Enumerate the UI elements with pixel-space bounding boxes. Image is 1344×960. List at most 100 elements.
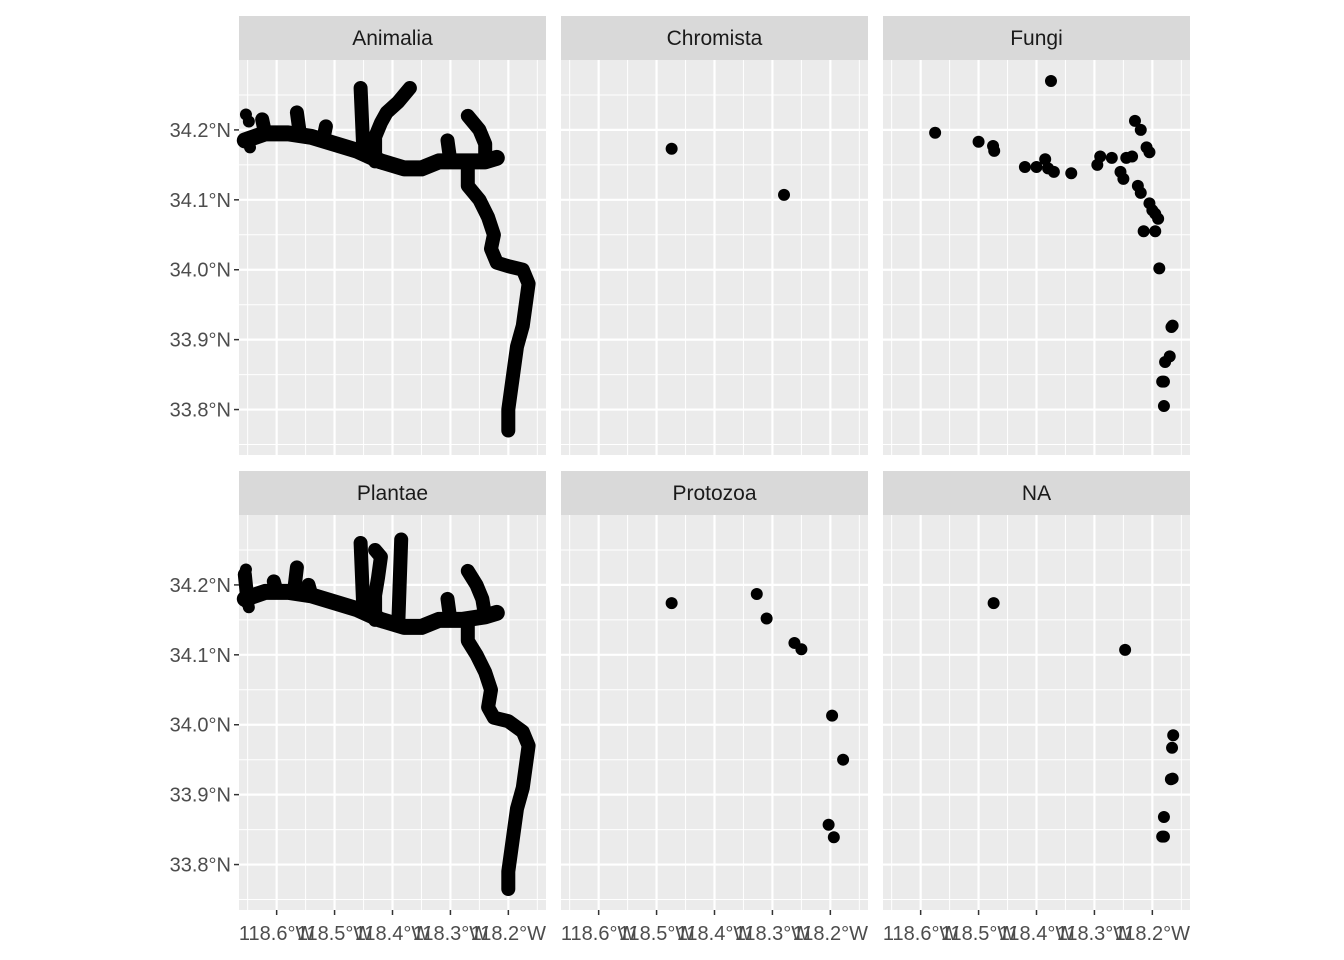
occurrence-point (239, 563, 252, 576)
occurrence-point (1159, 356, 1172, 369)
occurrence-track-branch (255, 112, 273, 141)
occurrence-point (1117, 172, 1130, 185)
y-axis-tick-label: 33.9°N (170, 785, 231, 807)
occurrence-point (244, 141, 257, 154)
occurrence-point (837, 753, 850, 766)
occurrence-point (242, 115, 255, 128)
x-axis-tick-label: 118.3°W (1057, 923, 1133, 945)
x-axis-tick-label: 118.4°W (999, 923, 1075, 945)
x-axis-tick-label: 118.5°W (619, 923, 695, 945)
facet-panel-plantae: Plantae 33.8°N 33.9°N 34.0°N 34.1°N 34.2°N 118… (170, 471, 547, 945)
y-axis-tick-label: 34.2°N (170, 120, 231, 142)
facet-panel-chromista: Chromista (561, 16, 868, 455)
x-axis-tick-label: 118.6°W (883, 923, 959, 945)
occurrence-track-branch (391, 532, 409, 631)
y-axis-tick-label: 34.2°N (170, 575, 231, 597)
occurrence-point (1126, 150, 1139, 163)
occurrence-point (1164, 773, 1177, 786)
x-axis-tick-label: 118.5°W (941, 923, 1017, 945)
facet-strip-label: Protozoa (672, 482, 756, 505)
occurrence-point (1044, 74, 1057, 87)
occurrence-point (1157, 811, 1170, 824)
occurrence-point (1149, 225, 1162, 238)
occurrence-track-branch (460, 108, 493, 165)
facet-panel-protozoa: Protozoa 118.6°W118.5°W118.4°W118.3°W118.… (561, 471, 868, 945)
occurrence-point (1143, 146, 1156, 159)
occurrence-point (1039, 153, 1052, 166)
occurrence-track-branch (237, 567, 255, 610)
occurrence-track-branch (301, 577, 319, 603)
occurrence-track-branch (440, 591, 458, 627)
facet-strip-label: Animalia (352, 27, 433, 50)
occurrence-point (1165, 321, 1178, 334)
occurrence-track-branch (353, 536, 371, 620)
occurrence-point (822, 818, 835, 831)
occurrence-point (242, 601, 255, 614)
occurrence-track-branch (266, 574, 284, 599)
facet-strip (561, 16, 868, 60)
occurrence-point (827, 831, 840, 844)
y-axis-tick-label: 34.1°N (170, 190, 231, 212)
occurrence-point (1153, 262, 1166, 275)
x-axis-tick-label: 118.6°W (239, 923, 315, 945)
facet-strip-label: NA (1022, 482, 1051, 505)
occurrence-point (1157, 400, 1170, 413)
x-axis-tick-label: 118.3°W (413, 923, 489, 945)
y-axis-tick-label: 33.8°N (170, 400, 231, 422)
occurrence-point (1105, 151, 1118, 164)
occurrence-point (760, 612, 773, 625)
occurrence-point (826, 709, 839, 722)
facet-strip (239, 471, 546, 515)
occurrence-point (1030, 160, 1043, 173)
occurrence-point (1137, 225, 1150, 238)
occurrence-track-branch (368, 543, 388, 627)
occurrence-point (750, 588, 763, 600)
x-axis-tick-label: 118.6°W (561, 923, 637, 945)
occurrence-point (1156, 830, 1169, 843)
occurrence-point (778, 188, 791, 201)
occurrence-point (665, 142, 678, 155)
facet-strip (883, 471, 1190, 515)
occurrence-point (665, 597, 678, 610)
occurrence-point (1119, 643, 1132, 656)
occurrence-point (1018, 160, 1031, 173)
occurrence-point (929, 126, 942, 139)
facet-panel-animalia: Animalia 33.8°N 33.9°N 34.0°N 34.1°N 34.2°N (170, 16, 546, 455)
occurrence-point (1166, 741, 1179, 754)
facet-panel-fungi: Fungi (883, 16, 1190, 455)
y-axis-tick-label: 33.8°N (170, 855, 231, 877)
occurrence-point (1134, 186, 1147, 199)
occurrence-point (1152, 212, 1165, 225)
x-axis-tick-label: 118.5°W (297, 923, 373, 945)
occurrence-track-branch (353, 81, 371, 162)
occurrence-point (1156, 375, 1169, 388)
occurrence-point (1091, 158, 1104, 171)
occurrence-point (972, 135, 985, 148)
facet-strip-label: Chromista (667, 27, 763, 50)
facet-strip (239, 16, 546, 60)
facet-strip-label: Fungi (1010, 27, 1063, 50)
x-axis-tick-label: 118.3°W (735, 923, 811, 945)
occurrence-point (1134, 123, 1147, 136)
occurrence-track-branch (460, 612, 536, 896)
facet-strip (561, 471, 868, 515)
occurrence-point (988, 144, 1001, 157)
x-axis-tick-label: 118.2°W (793, 923, 869, 945)
y-axis-tick-label: 33.9°N (170, 330, 231, 352)
occurrence-track-branch (440, 133, 458, 169)
x-axis-tick-label: 118.2°W (471, 923, 547, 945)
y-axis-tick-label: 34.0°N (170, 715, 231, 737)
occurrence-track-branch (289, 105, 307, 141)
occurrence-point (1167, 729, 1180, 742)
occurrence-track-branch (287, 560, 304, 599)
y-axis-tick-label: 34.0°N (170, 260, 231, 282)
y-axis-tick-label: 34.1°N (170, 645, 231, 667)
occurrence-track-branch (368, 81, 417, 169)
occurrence-point (795, 643, 808, 656)
occurrence-point (1128, 114, 1141, 127)
occurrence-track-branch (316, 119, 333, 148)
occurrence-point (987, 597, 1000, 610)
x-axis-tick-label: 118.4°W (355, 923, 431, 945)
occurrence-point (1047, 165, 1060, 178)
